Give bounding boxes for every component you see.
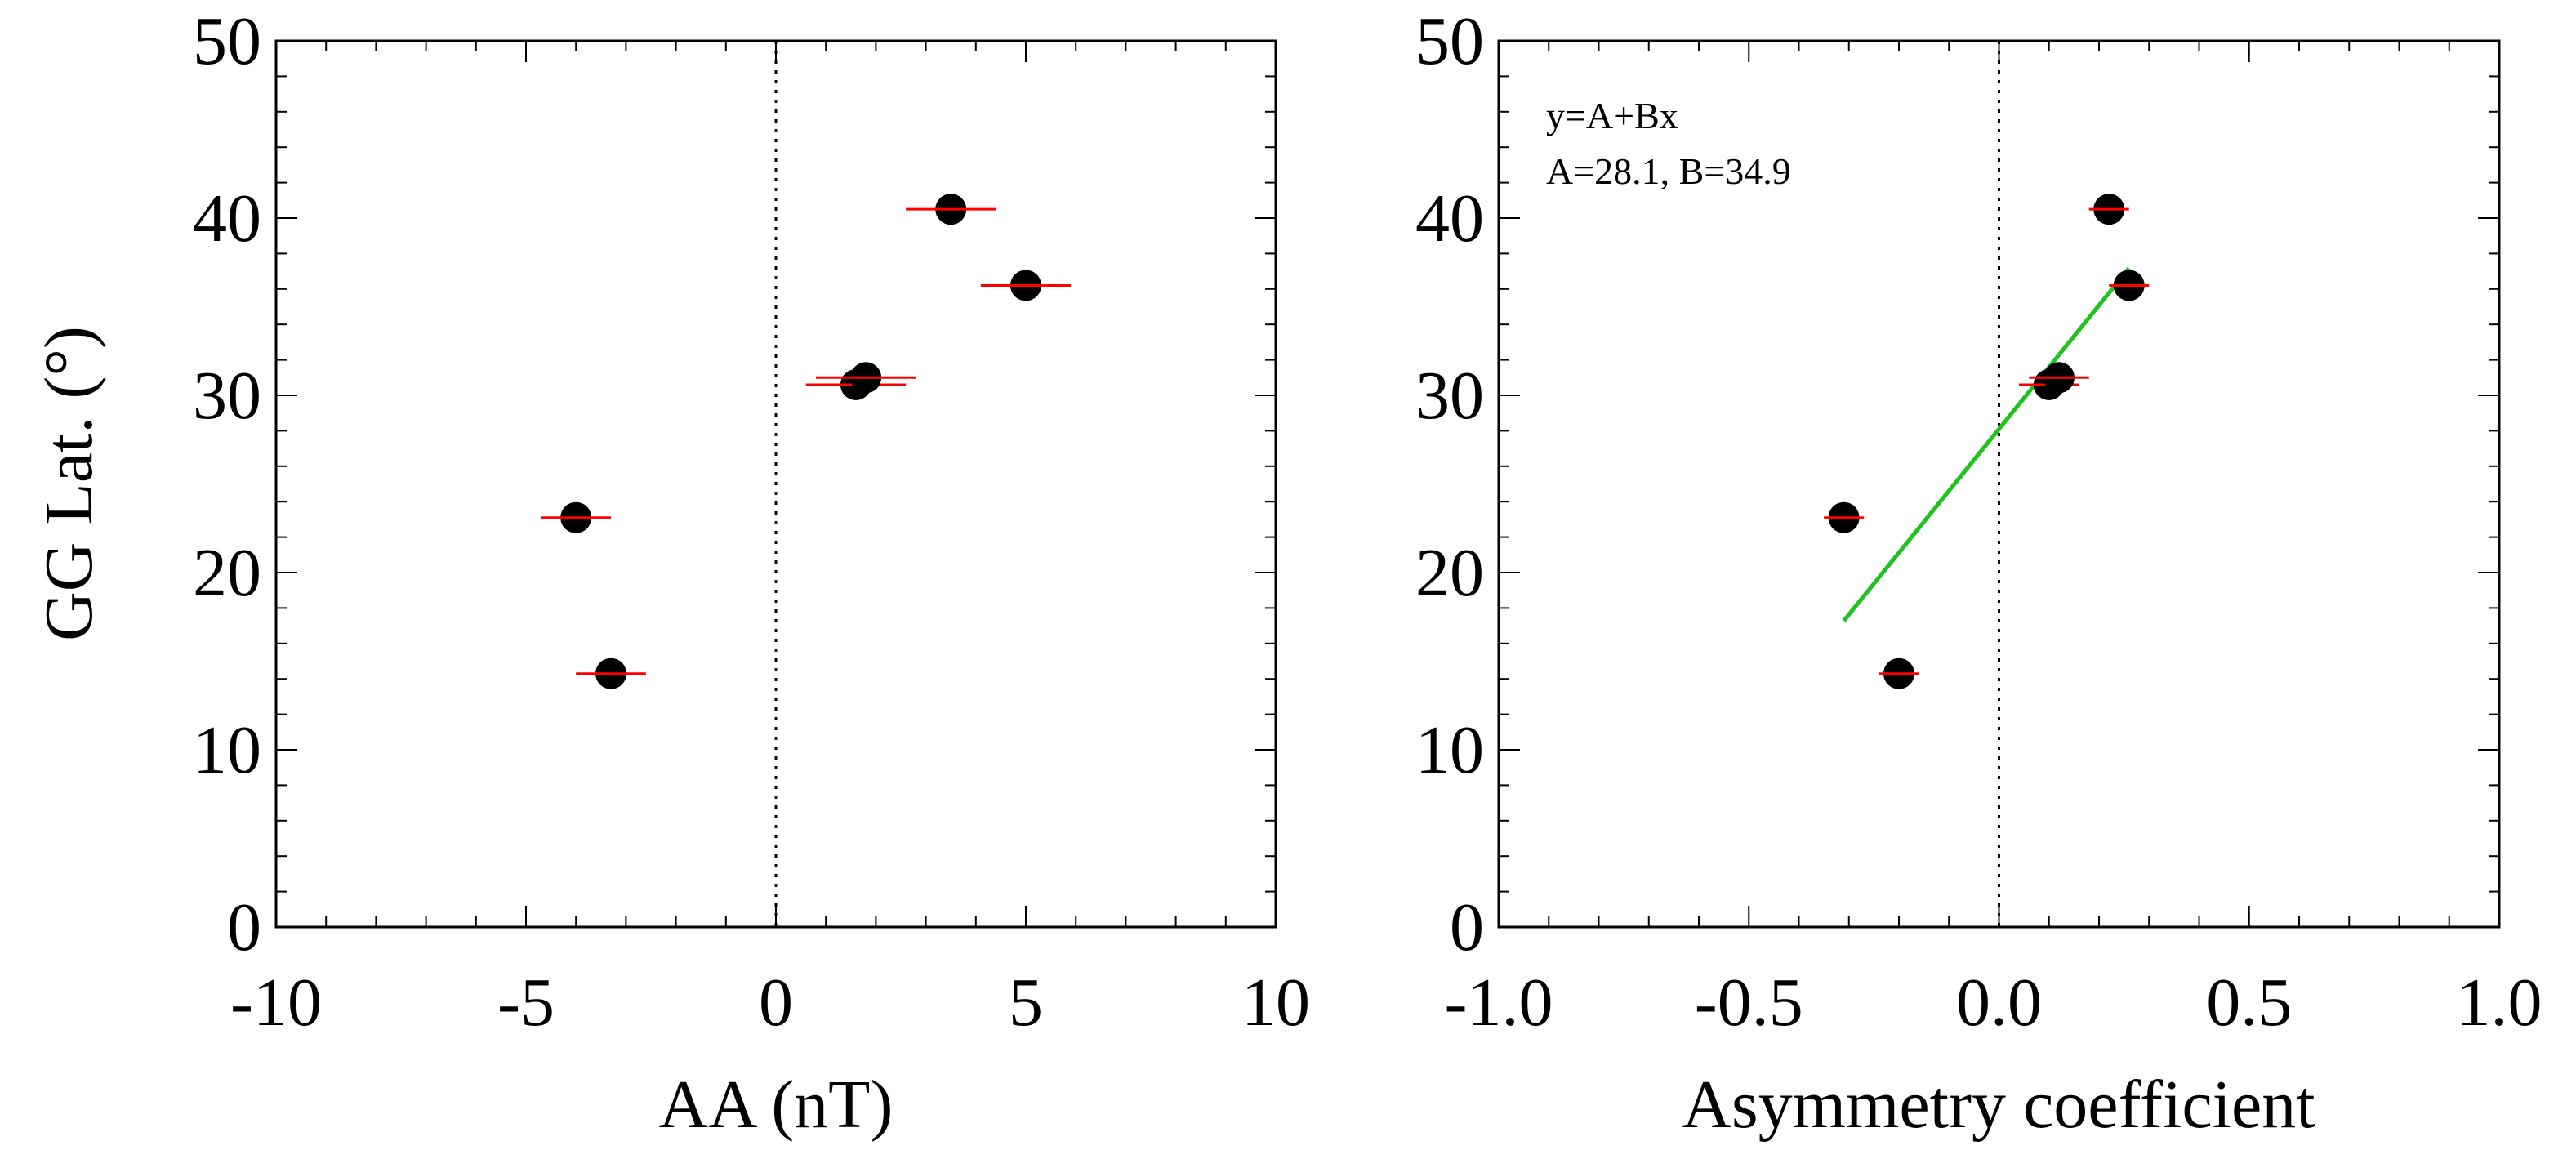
- right-x-tick-labels: -1.0 -0.5 0.0 0.5 1.0: [1445, 965, 2543, 1041]
- fit-equation-label: y=A+Bx: [1546, 95, 1678, 136]
- x-tick-label: -5: [497, 965, 555, 1041]
- x-tick-label: -0.5: [1695, 965, 1803, 1041]
- y-tick-label: 30: [1415, 358, 1484, 434]
- y-tick-label: 50: [1415, 3, 1484, 79]
- y-tick-label: 40: [1415, 181, 1484, 256]
- x-tick-label: 0: [759, 965, 793, 1041]
- right-points: [1824, 194, 2150, 689]
- x-tick-label: 0.0: [1956, 965, 2042, 1041]
- x-tick-label: -1.0: [1445, 965, 1553, 1041]
- x-tick-label: -10: [230, 965, 322, 1041]
- left-y-tick-labels: 0 10 20 30 40 50: [193, 3, 261, 965]
- left-x-tick-labels: -10 -5 0 5 10: [230, 965, 1310, 1041]
- left-x-axis-title: AA (nT): [659, 1067, 894, 1143]
- y-tick-label: 20: [193, 535, 261, 611]
- x-tick-label: 10: [1241, 965, 1310, 1041]
- right-ticks: [1498, 40, 2500, 928]
- left-y-axis-title: GG Lat. (°): [31, 326, 107, 641]
- right-fit: [1842, 266, 2131, 622]
- y-tick-label: 20: [1415, 535, 1484, 611]
- x-tick-label: 5: [1009, 965, 1043, 1041]
- y-tick-label: 50: [193, 3, 261, 79]
- y-tick-label: 0: [227, 889, 261, 965]
- right-y-tick-labels: 0 10 20 30 40 50: [1415, 3, 1484, 965]
- right-panel: -1.0 -0.5 0.0 0.5 1.0 0 10 20 30 40 50 Asymmetry …: [1415, 3, 2543, 1143]
- left-ticks: [275, 40, 1277, 928]
- x-tick-label: 0.5: [2206, 965, 2292, 1041]
- right-plot-frame: [1497, 39, 2501, 929]
- left-points: [541, 194, 1072, 689]
- y-tick-label: 40: [193, 181, 261, 256]
- y-tick-label: 10: [1415, 712, 1484, 788]
- y-tick-label: 10: [193, 712, 261, 788]
- y-tick-label: 0: [1450, 889, 1484, 965]
- left-panel: -10 -5 0 5 10 0 10 20 30 40 50 AA (nT) GG Lat. (°…: [31, 3, 1310, 1143]
- left-plot-frame: [274, 39, 1277, 929]
- fit-coefficients-label: A=28.1, B=34.9: [1546, 150, 1791, 192]
- right-x-axis-title: Asymmetry coefficient: [1682, 1067, 2315, 1143]
- y-tick-label: 30: [193, 358, 261, 434]
- fit-line: [1842, 266, 2131, 622]
- x-tick-label: 1.0: [2457, 965, 2543, 1041]
